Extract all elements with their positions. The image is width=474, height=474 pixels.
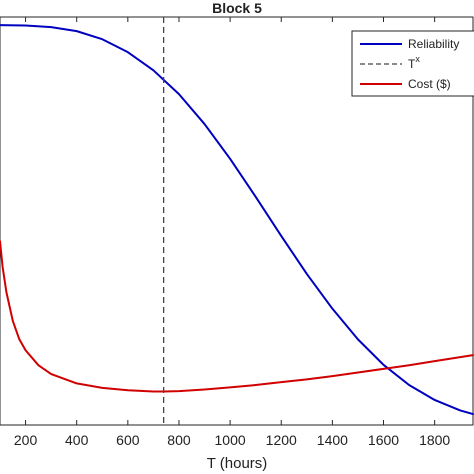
series-line-1: [0, 240, 474, 393]
x-tick-label: 400: [65, 432, 89, 448]
x-axis-ticks: 200 400 600 800 1000 1200 1400 1600 1800: [14, 17, 450, 448]
x-tick-label: 1600: [368, 432, 399, 448]
legend-label-0: Reliability: [408, 37, 459, 51]
x-tick-label: 1000: [215, 432, 246, 448]
legend-label-2: Cost ($): [408, 77, 451, 91]
series-line-0: [0, 24, 474, 416]
x-tick-label: 1800: [419, 432, 450, 448]
x-tick-label: 600: [116, 432, 140, 448]
x-tick-label: 800: [167, 432, 191, 448]
series-layer: [0, 24, 474, 416]
x-axis-label: T (hours): [207, 455, 268, 472]
x-tick-label: 1200: [266, 432, 297, 448]
chart-title: Block 5: [212, 0, 262, 16]
legend-label-superscript: x: [415, 54, 420, 64]
x-tick-label: 200: [14, 432, 38, 448]
x-tick-label: 1400: [317, 432, 348, 448]
